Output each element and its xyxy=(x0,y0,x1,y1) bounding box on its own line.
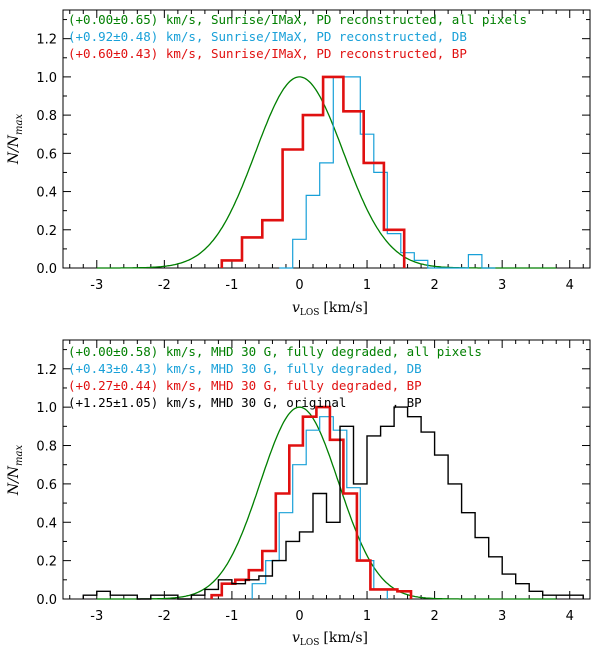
y-axis-label-top-sub: max xyxy=(14,113,25,134)
legend-bottom: (+0.00±0.58) km/s, MHD 30 G, fully degra… xyxy=(68,344,482,410)
y-axis-label-top: N/Nmax xyxy=(6,113,25,165)
x-tick-label-top: 0 xyxy=(295,278,303,293)
y-tick-label-top: 0.4 xyxy=(36,186,57,201)
y-axis-label-bottom-sub: max xyxy=(14,444,25,465)
legend-entry-bottom-bp-original: (+1.25±1.05) km/s, MHD 30 G, original , … xyxy=(68,395,422,410)
x-tick-label-bottom: 0 xyxy=(295,609,303,624)
y-tick-label-top: 1.2 xyxy=(36,33,57,48)
x-tick-label-top: 3 xyxy=(498,278,506,293)
legend-entry-bottom-bp: (+0.27±0.44) km/s, MHD 30 G, fully degra… xyxy=(68,378,422,393)
y-tick-label-bottom: 1.0 xyxy=(36,401,57,416)
x-axis-label-top-unit: [km/s] xyxy=(323,300,368,316)
x-axis-label-bottom-main: v xyxy=(292,630,300,646)
x-tick-label-bottom: 4 xyxy=(566,609,574,624)
legend-entry-bottom-all-pixels: (+0.00±0.58) km/s, MHD 30 G, fully degra… xyxy=(68,344,482,359)
chart-top: -3 -2 -1 0 1 2 3 4 0.0 0.2 0.4 0.6 0.8 1.0 1.2 (+0.00… xyxy=(6,9,591,318)
legend-entry-top-all-pixels: (+0.00±0.65) km/s, Sunrise/IMaX, PD reco… xyxy=(68,12,527,27)
y-tick-label-bottom: 0.2 xyxy=(36,555,57,570)
y-tick-label-bottom: 0.4 xyxy=(36,516,57,531)
series-bottom xyxy=(82,405,584,600)
x-tick-label-bottom: 3 xyxy=(498,609,506,624)
y-tick-label-top: 0.6 xyxy=(36,147,57,162)
series-line-bottom-all-pixels xyxy=(96,406,557,600)
x-axis-label-top: vLOS [km/s] xyxy=(292,300,368,318)
y-tick-label-bottom: 0.0 xyxy=(36,593,57,608)
series-line-bottom-bp-original xyxy=(82,406,584,600)
x-tick-label-top: -3 xyxy=(90,278,103,293)
x-axis-label-bottom-unit: [km/s] xyxy=(323,630,368,646)
y-ticks-bottom: 0.0 0.2 0.4 0.6 0.8 1.0 1.2 xyxy=(36,349,590,608)
legend-entry-bottom-db: (+0.43±0.43) km/s, MHD 30 G, fully degra… xyxy=(68,361,422,376)
x-tick-label-bottom: -3 xyxy=(90,609,103,624)
series-line-top-bp xyxy=(220,75,406,268)
y-tick-label-top: 0.8 xyxy=(36,109,57,124)
legend-entry-top-bp: (+0.60±0.43) km/s, Sunrise/IMaX, PD reco… xyxy=(68,46,467,61)
y-tick-label-bottom: 1.2 xyxy=(36,363,57,378)
x-ticks-bottom: -3 -2 -1 0 1 2 3 4 xyxy=(69,340,584,624)
y-axis-label-bottom-main: N/N xyxy=(6,465,22,496)
series-line-top-all-pixels xyxy=(96,76,557,269)
x-tick-label-bottom: 1 xyxy=(363,609,371,624)
y-tick-label-top: 0.2 xyxy=(36,224,57,239)
x-tick-label-top: 4 xyxy=(566,278,574,293)
y-axis-label-bottom: N/Nmax xyxy=(6,444,25,496)
y-tick-label-top: 0.0 xyxy=(36,262,57,277)
x-axis-label-top-sub: LOS xyxy=(300,308,320,318)
y-tick-label-bottom: 0.8 xyxy=(36,440,57,455)
x-tick-label-top: 2 xyxy=(430,278,438,293)
x-axis-label-bottom: vLOS [km/s] xyxy=(292,630,368,648)
y-tick-label-bottom: 0.6 xyxy=(36,478,57,493)
series-line-top-db xyxy=(279,76,496,269)
series-top xyxy=(96,75,557,269)
x-tick-label-top: 1 xyxy=(363,278,371,293)
series-line-bottom-bp xyxy=(210,405,413,599)
y-axis-label-top-main: N/N xyxy=(6,134,22,165)
legend-entry-top-db: (+0.92±0.48) km/s, Sunrise/IMaX, PD reco… xyxy=(68,29,467,44)
y-ticks-top: 0.0 0.2 0.4 0.6 0.8 1.0 1.2 xyxy=(36,19,590,277)
y-tick-label-top: 1.0 xyxy=(36,71,57,86)
legend-top: (+0.00±0.65) km/s, Sunrise/IMaX, PD reco… xyxy=(68,12,527,61)
x-tick-label-bottom: 2 xyxy=(430,609,438,624)
chart-bottom: -3 -2 -1 0 1 2 3 4 0.0 0.2 0.4 0.6 0.8 1.0 1.2 (+0.00… xyxy=(6,339,591,648)
x-axis-label-top-main: v xyxy=(292,300,300,316)
x-tick-label-top: -2 xyxy=(158,278,171,293)
x-axis-label-bottom-sub: LOS xyxy=(300,638,320,648)
x-tick-label-top: -1 xyxy=(225,278,238,293)
x-tick-label-bottom: -2 xyxy=(158,609,171,624)
x-tick-label-bottom: -1 xyxy=(225,609,238,624)
